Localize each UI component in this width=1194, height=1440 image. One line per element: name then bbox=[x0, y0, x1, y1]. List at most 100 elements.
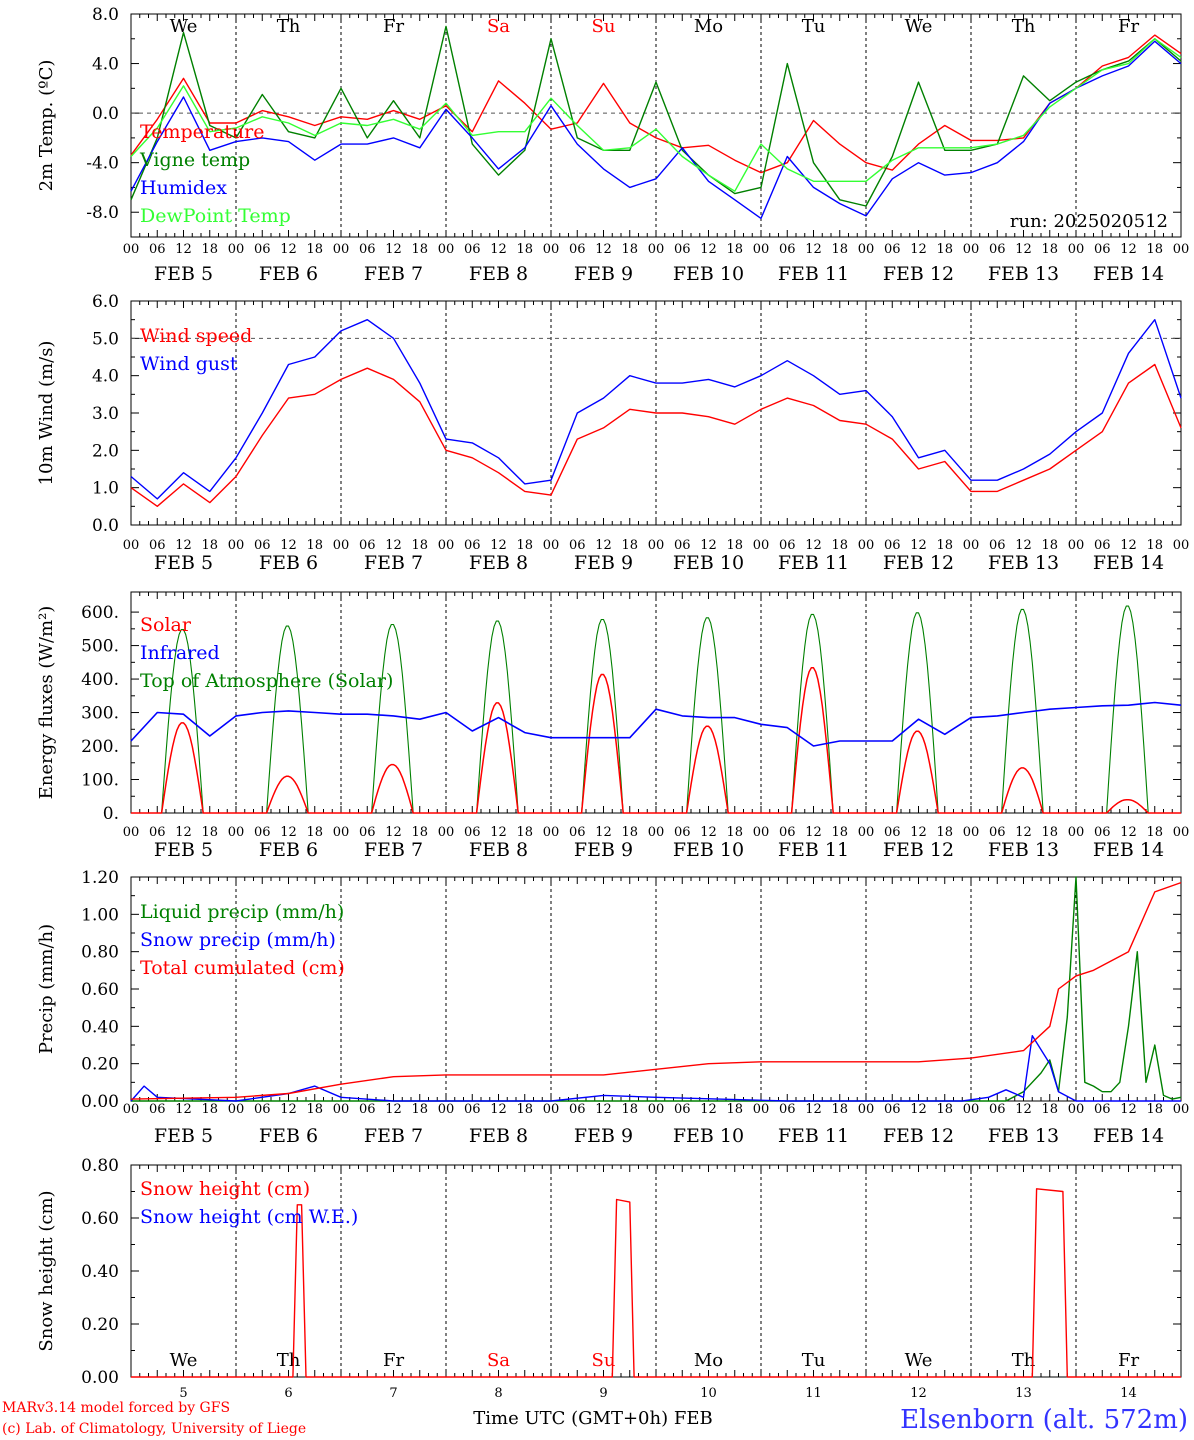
series-line-3 bbox=[130, 38, 1182, 192]
hour-tick-label: 06 bbox=[1094, 825, 1111, 840]
y-tick-label: 0.40 bbox=[81, 1262, 119, 1282]
series-line-1 bbox=[130, 25, 1182, 207]
y-tick-label: 600. bbox=[81, 603, 119, 623]
day-number-label: 14 bbox=[1120, 1386, 1137, 1401]
hour-tick-label: 18 bbox=[621, 1102, 638, 1117]
series-line-0 bbox=[130, 34, 1182, 174]
hour-tick-label: 00 bbox=[123, 242, 140, 257]
weekday-label: Th bbox=[277, 16, 301, 37]
date-label: FEB 13 bbox=[988, 839, 1059, 861]
legend-entry: Snow precip (mm/h) bbox=[140, 929, 336, 951]
y-tick-label: 5.0 bbox=[92, 329, 119, 349]
hour-tick-label: 00 bbox=[123, 1102, 140, 1117]
hour-tick-label: 06 bbox=[1094, 538, 1111, 553]
y-tick-label: 4.0 bbox=[92, 367, 119, 387]
y-tick-label: 0.40 bbox=[81, 1017, 119, 1037]
weekday-label: Fr bbox=[383, 16, 404, 37]
footer-copyright-line: (c) Lab. of Climatology, University of L… bbox=[2, 1421, 306, 1437]
hour-tick-label: 18 bbox=[1146, 825, 1163, 840]
y-tick-label: 0.20 bbox=[81, 1055, 119, 1075]
hour-tick-label: 18 bbox=[831, 825, 848, 840]
y-axis-label: Energy fluxes (W/m²) bbox=[36, 606, 57, 800]
y-tick-label: 6.0 bbox=[92, 292, 119, 312]
date-label: FEB 10 bbox=[673, 1125, 744, 1147]
hour-tick-label: 00 bbox=[648, 825, 665, 840]
plot-frame bbox=[130, 13, 1182, 238]
y-tick-label: 0.00 bbox=[81, 1092, 119, 1112]
date-label: FEB 7 bbox=[364, 552, 423, 574]
hour-tick-label: 00 bbox=[1173, 242, 1190, 257]
date-label: FEB 14 bbox=[1093, 1125, 1164, 1147]
hour-tick-label: 12 bbox=[1120, 242, 1137, 257]
date-label: FEB 6 bbox=[259, 263, 318, 285]
hour-tick-label: 06 bbox=[569, 242, 586, 257]
date-label: FEB 7 bbox=[364, 263, 423, 285]
hour-tick-label: 18 bbox=[936, 242, 953, 257]
hour-tick-label: 06 bbox=[359, 538, 376, 553]
hour-tick-label: 18 bbox=[1041, 538, 1058, 553]
hour-tick-label: 18 bbox=[936, 538, 953, 553]
hour-tick-label: 18 bbox=[621, 825, 638, 840]
y-tick-label: 300. bbox=[81, 704, 119, 724]
y-axis-label: Snow height (cm) bbox=[36, 1190, 57, 1351]
hour-tick-label: 18 bbox=[201, 538, 218, 553]
hour-tick-label: 18 bbox=[831, 538, 848, 553]
hour-tick-label: 00 bbox=[543, 242, 560, 257]
hour-tick-label: 06 bbox=[359, 1102, 376, 1117]
hour-tick-label: 06 bbox=[779, 242, 796, 257]
hour-tick-label: 18 bbox=[411, 1102, 428, 1117]
hour-tick-label: 12 bbox=[490, 242, 507, 257]
hour-tick-label: 06 bbox=[254, 242, 271, 257]
hour-tick-label: 18 bbox=[201, 242, 218, 257]
y-tick-label: 0.0 bbox=[92, 516, 119, 536]
hour-tick-label: 12 bbox=[700, 538, 717, 553]
hour-tick-label: 12 bbox=[595, 242, 612, 257]
weekday-label: We bbox=[170, 16, 198, 37]
date-label: FEB 14 bbox=[1093, 839, 1164, 861]
weekday-label: Su bbox=[592, 16, 616, 37]
day-number-label: 12 bbox=[910, 1386, 927, 1401]
y-axis-label: Precip (mm/h) bbox=[36, 924, 57, 1054]
hour-tick-label: 12 bbox=[1120, 1102, 1137, 1117]
hour-tick-label: 06 bbox=[884, 242, 901, 257]
hour-tick-label: 00 bbox=[228, 825, 245, 840]
hour-tick-label: 06 bbox=[1094, 242, 1111, 257]
hour-tick-label: 12 bbox=[175, 1102, 192, 1117]
hour-tick-label: 12 bbox=[1015, 242, 1032, 257]
hour-tick-label: 06 bbox=[674, 538, 691, 553]
hour-tick-label: 18 bbox=[936, 825, 953, 840]
weekday-label: Tu bbox=[802, 1350, 826, 1371]
hour-tick-label: 06 bbox=[779, 538, 796, 553]
panel-snow: 0.80 0.60 0.40 0.20 0.00 Snow height (cm) We Th… bbox=[36, 1156, 1182, 1401]
hour-tick-label: 12 bbox=[490, 538, 507, 553]
hour-tick-label: 12 bbox=[1015, 1102, 1032, 1117]
hour-tick-label: 12 bbox=[490, 825, 507, 840]
y-tick-label: 1.00 bbox=[81, 905, 119, 925]
hour-tick-label: 12 bbox=[385, 538, 402, 553]
hour-tick-label: 00 bbox=[543, 825, 560, 840]
hour-tick-label: 12 bbox=[805, 825, 822, 840]
legend-entry: Top of Atmosphere (Solar) bbox=[140, 670, 393, 692]
hour-tick-label: 06 bbox=[359, 242, 376, 257]
hour-tick-label: 12 bbox=[700, 242, 717, 257]
hour-tick-label: 00 bbox=[858, 1102, 875, 1117]
y-tick-label: 0.60 bbox=[81, 980, 119, 1000]
hour-tick-label: 18 bbox=[621, 538, 638, 553]
panel-wind: 6.0 5.0 4.0 3.0 2.0 1.0 0.0 10m Wind (m/s) 00 06 1… bbox=[36, 292, 1189, 574]
hour-tick-label: 06 bbox=[884, 825, 901, 840]
hour-tick-label: 18 bbox=[411, 538, 428, 553]
hour-tick-label: 12 bbox=[1120, 825, 1137, 840]
y-tick-label: 0.80 bbox=[81, 1156, 119, 1176]
hour-tick-label: 18 bbox=[726, 538, 743, 553]
day-number-label: 6 bbox=[284, 1386, 292, 1401]
hour-tick-label: 18 bbox=[201, 1102, 218, 1117]
weekday-label: We bbox=[905, 1350, 933, 1371]
hour-tick-label: 06 bbox=[149, 1102, 166, 1117]
hour-tick-label: 12 bbox=[700, 825, 717, 840]
hour-tick-label: 06 bbox=[884, 538, 901, 553]
hour-tick-label: 12 bbox=[910, 1102, 927, 1117]
hour-tick-label: 06 bbox=[569, 825, 586, 840]
hour-tick-label: 00 bbox=[753, 825, 770, 840]
series-line-0 bbox=[131, 1188, 1181, 1378]
